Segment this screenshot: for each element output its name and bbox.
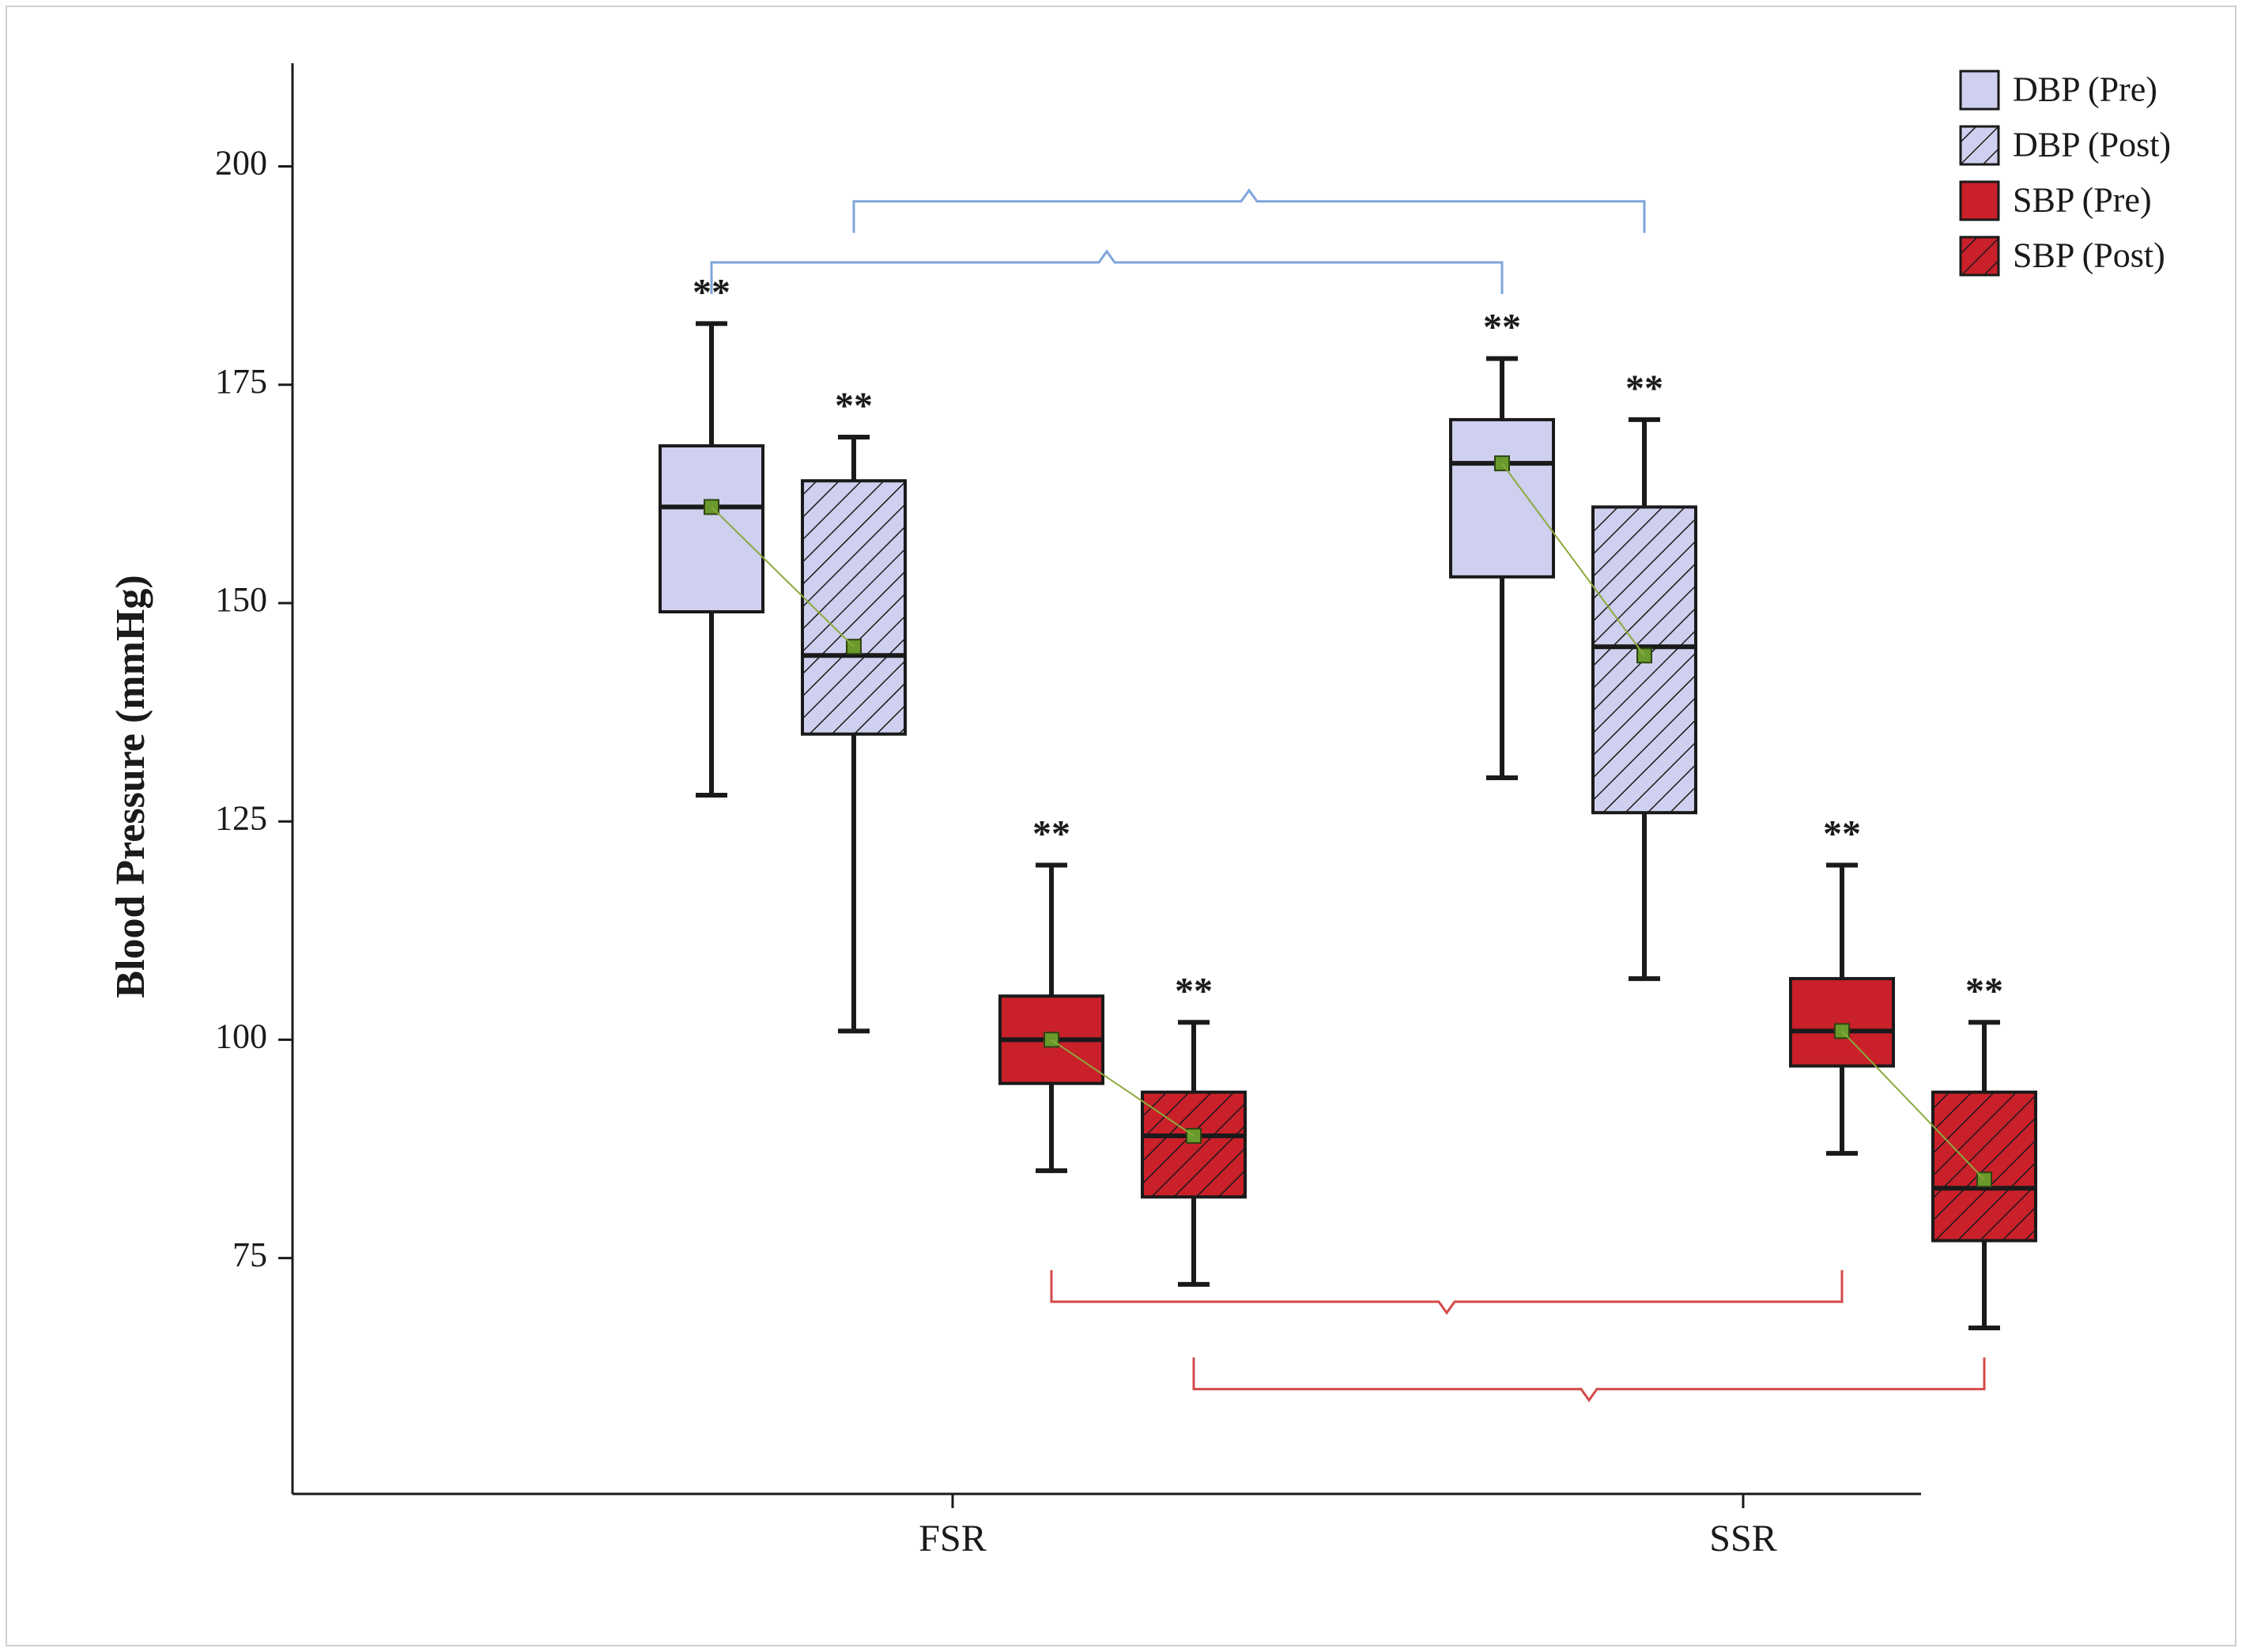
bp-boxplot-chart: 75 100 125 150 175 200 Blood Pressure (mmHg) FS… bbox=[0, 0, 2242, 1652]
svg-text:SBP (Post): SBP (Post) bbox=[2013, 236, 2165, 274]
svg-text:**: ** bbox=[1032, 813, 1070, 854]
svg-text:DBP (Pre): DBP (Pre) bbox=[2013, 70, 2157, 108]
svg-text:FSR: FSR bbox=[919, 1518, 986, 1560]
svg-text:**: ** bbox=[835, 385, 873, 427]
svg-text:200: 200 bbox=[215, 144, 267, 183]
svg-text:125: 125 bbox=[215, 798, 267, 837]
svg-text:**: ** bbox=[1175, 970, 1213, 1012]
svg-text:SBP (Pre): SBP (Pre) bbox=[2013, 180, 2152, 219]
svg-text:**: ** bbox=[1965, 970, 2003, 1012]
svg-text:**: ** bbox=[1823, 813, 1861, 854]
svg-text:DBP (Post): DBP (Post) bbox=[2013, 125, 2171, 164]
svg-text:100: 100 bbox=[215, 1017, 267, 1056]
svg-text:175: 175 bbox=[215, 362, 267, 401]
svg-text:SSR: SSR bbox=[1709, 1518, 1776, 1560]
svg-text:150: 150 bbox=[215, 580, 267, 619]
svg-text:**: ** bbox=[693, 271, 730, 313]
svg-text:**: ** bbox=[1483, 307, 1521, 349]
svg-text:75: 75 bbox=[232, 1235, 267, 1274]
svg-text:Blood Pressure (mmHg): Blood Pressure (mmHg) bbox=[108, 575, 153, 998]
boxplot-svg: 75 100 125 150 175 200 Blood Pressure (mmHg) FS… bbox=[0, 0, 2242, 1652]
svg-text:**: ** bbox=[1625, 368, 1663, 409]
